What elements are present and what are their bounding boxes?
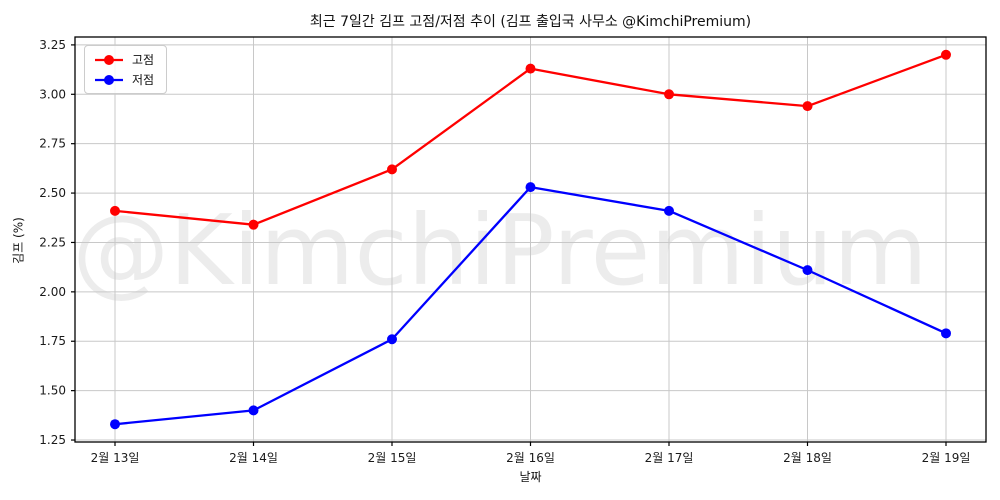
data-point-고점	[110, 205, 120, 216]
data-point-고점	[387, 164, 397, 175]
data-point-고점	[248, 219, 259, 230]
x-tick-label: 2월 18일	[783, 451, 832, 465]
data-point-저점	[664, 205, 674, 216]
x-tick-label: 2월 16일	[506, 451, 555, 465]
y-tick-label: 3.00	[39, 87, 66, 101]
data-point-고점	[802, 101, 813, 112]
data-point-저점	[525, 182, 536, 193]
legend-label: 저점	[132, 73, 155, 87]
data-point-저점	[248, 405, 259, 416]
x-tick-label: 2월 14일	[229, 451, 278, 465]
data-point-저점	[387, 334, 397, 345]
y-tick-label: 1.50	[39, 384, 66, 398]
data-point-저점	[941, 328, 951, 339]
x-tick-label: 2월 19일	[922, 451, 971, 465]
y-axis-label: 김프 (%)	[11, 217, 26, 264]
data-point-저점	[802, 265, 813, 276]
y-tick-label: 2.75	[39, 137, 66, 151]
y-tick-label: 1.75	[39, 334, 66, 348]
x-tick-label: 2월 17일	[645, 451, 694, 465]
data-point-고점	[664, 89, 674, 100]
data-point-고점	[941, 49, 951, 60]
legend-item-저점: 저점	[94, 72, 154, 87]
legend-marker-icon	[95, 74, 123, 85]
chart-title: 최근 7일간 김프 고점/저점 추이 (김프 출입국 사무소 @KimchiPr…	[309, 14, 752, 30]
data-point-저점	[110, 419, 120, 430]
y-tick-label: 2.00	[39, 285, 66, 299]
y-tick-label: 2.50	[39, 186, 66, 200]
x-tick-label: 2월 15일	[368, 451, 417, 465]
legend-marker-icon	[95, 54, 123, 65]
x-tick-label: 2월 13일	[91, 451, 140, 465]
x-axis-label: 날짜	[519, 470, 542, 484]
legend-item-고점: 고점	[94, 52, 154, 67]
y-tick-label: 3.25	[39, 38, 66, 52]
y-tick-label: 1.25	[39, 433, 66, 447]
y-tick-label: 2.25	[39, 235, 66, 249]
legend-label: 고점	[132, 53, 155, 67]
data-point-고점	[525, 63, 536, 74]
